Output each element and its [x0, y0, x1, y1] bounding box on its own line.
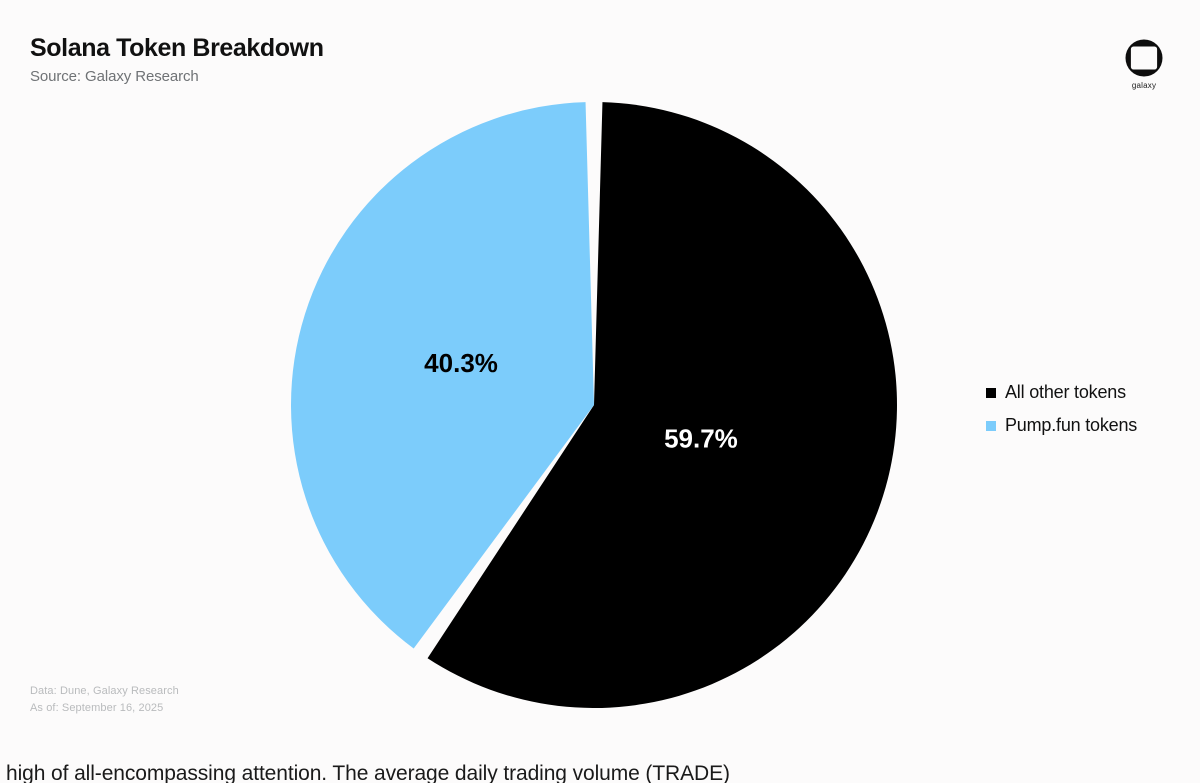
- chart-footnote: Data: Dune, Galaxy Research As of: Septe…: [30, 683, 179, 717]
- legend-item-label: All other tokens: [1005, 382, 1126, 402]
- legend-swatch-icon: [986, 420, 996, 431]
- legend-item-all-other-tokens[interactable]: All other tokens: [986, 376, 1137, 409]
- footnote-as-of-date: As of: September 16, 2025: [30, 702, 164, 715]
- legend-item-label: Pump.fun tokens: [1005, 415, 1138, 435]
- pie-slice-labels: 59.7% 40.3%: [424, 348, 738, 453]
- clipped-body-text: high of all-encompassing attention. The …: [0, 762, 1200, 783]
- legend-swatch-icon: [986, 387, 996, 398]
- page-title: Solana Token Breakdown: [30, 34, 324, 62]
- brand-logo: galaxy: [1110, 38, 1178, 90]
- clipped-body-line: high of all-encompassing attention. The …: [6, 762, 730, 783]
- pie-slice-value-label: 40.3%: [424, 348, 498, 378]
- brand-wordmark: galaxy: [1131, 81, 1157, 90]
- chart-header: Solana Token Breakdown Source: Galaxy Re…: [30, 34, 730, 85]
- pie-slice[interactable]: [291, 102, 594, 649]
- galaxy-circle-icon: [1124, 38, 1164, 78]
- chart-source-label: Source: Galaxy Research: [30, 67, 199, 85]
- footnote-data-source: Data: Dune, Galaxy Research: [30, 685, 179, 697]
- chart-legend: All other tokens Pump.fun tokens: [986, 376, 1137, 442]
- pie-slice-value-label: 59.7%: [664, 424, 738, 454]
- pie-slices: [291, 102, 898, 708]
- pie-slice[interactable]: [427, 102, 898, 708]
- legend-item-pump-fun-tokens[interactable]: Pump.fun tokens: [986, 409, 1137, 442]
